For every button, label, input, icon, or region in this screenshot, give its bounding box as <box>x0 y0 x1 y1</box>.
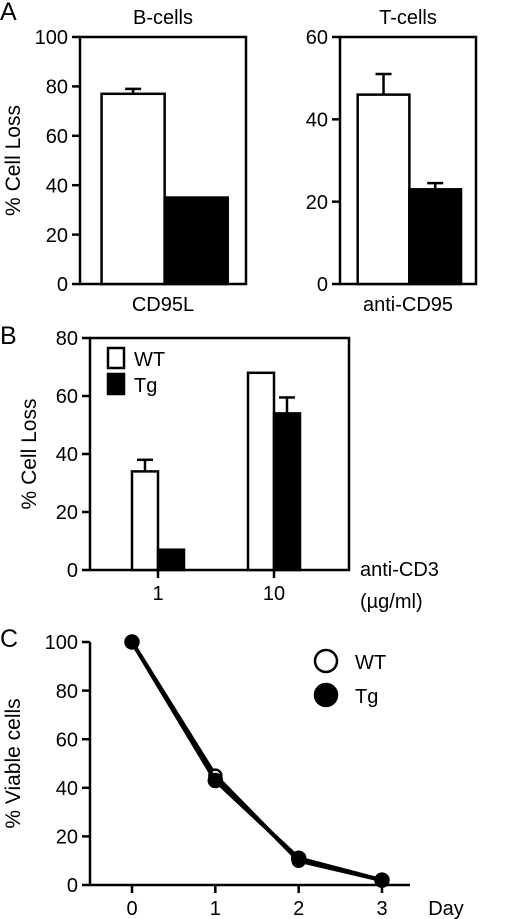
b-cells-ytick-label: 0 <box>57 274 68 296</box>
anti-cd3-ytick-label: 40 <box>56 444 78 466</box>
anti-cd3-legend-swatch <box>106 372 126 396</box>
anti-cd3-bar <box>156 548 186 572</box>
viability-data-point <box>374 872 390 888</box>
b-cells-title: B-cells <box>133 7 193 29</box>
viability-x-axis-label: Day <box>428 898 464 919</box>
b-cells-ytick-label: 80 <box>46 77 68 99</box>
b-cells-ytick-label: 60 <box>46 126 68 148</box>
b-cells-bar <box>163 196 229 286</box>
t-cells-x-axis-label: anti-CD95 <box>363 294 453 316</box>
anti-cd3-ytick-label: 60 <box>56 386 78 408</box>
b-cells-y-axis-label: % Cell Loss <box>2 105 25 216</box>
t-cells-bar <box>408 188 463 286</box>
t-cells-bar <box>356 93 411 286</box>
panel-letter-b: B <box>0 322 17 350</box>
t-cells-ytick-label: 0 <box>317 274 328 296</box>
anti-cd3-ytick-label: 0 <box>67 560 78 582</box>
chart-t-cells: 0 20 40 60 T-cells anti-CD95 <box>306 7 478 316</box>
anti-cd3-x-axis-label: anti-CD3 <box>360 559 439 581</box>
viability-xtick-label: 3 <box>376 898 387 919</box>
viability-legend-label: Tg <box>355 686 378 708</box>
anti-cd3-legend-label: WT <box>134 349 165 371</box>
viability-legend-label: WT <box>355 652 386 674</box>
anti-cd3-xtick-label: 10 <box>263 583 285 605</box>
anti-cd3-y-axis-label: % Cell Loss <box>18 399 41 510</box>
viability-ytick-label: 80 <box>56 681 78 703</box>
anti-cd3-ytick-label: 20 <box>56 502 78 524</box>
anti-cd3-plot-frame <box>88 336 351 572</box>
viability-series-line <box>130 640 383 883</box>
chart-anti-cd3: 0 20 40 60 80 1 10 anti-CD3 (µg/ml) % Cell Loss WT… <box>18 328 439 613</box>
panel-letter-c: C <box>0 625 18 653</box>
b-cells-ytick-label: 20 <box>46 225 68 247</box>
anti-cd3-xtick-label: 1 <box>152 583 163 605</box>
viability-series-line <box>130 640 383 883</box>
anti-cd3-bar <box>246 371 276 572</box>
viability-ytick-label: 40 <box>56 778 78 800</box>
viability-legend-marker <box>313 682 339 708</box>
t-cells-ytick-label: 20 <box>306 192 328 214</box>
anti-cd3-legend-swatch <box>106 346 126 370</box>
viability-y-axis-label: % Viable cells <box>2 698 25 828</box>
panel-letter-a: A <box>0 0 17 26</box>
viability-legend-marker <box>313 648 339 674</box>
anti-cd3-bar <box>272 412 302 572</box>
b-cells-ytick-label: 40 <box>46 175 68 197</box>
anti-cd3-ytick-label: 80 <box>56 328 78 350</box>
anti-cd3-legend-label: Tg <box>134 375 157 397</box>
viability-data-point <box>290 850 307 867</box>
viability-ytick-label: 0 <box>67 875 78 897</box>
viability-data-point <box>124 634 140 650</box>
viability-xtick-label: 1 <box>210 898 221 919</box>
chart-b-cells: 0 20 40 60 80 100 B-cells CD95L % Cell Loss <box>2 7 248 316</box>
chart-viability: 0 20 40 60 80 100 0 1 2 3 Day % Viable cells WT Tg <box>2 632 464 919</box>
b-cells-ytick-label: 100 <box>35 27 68 49</box>
viability-xtick-label: 2 <box>293 898 304 919</box>
t-cells-title: T-cells <box>379 7 437 29</box>
viability-xtick-label: 0 <box>126 898 137 919</box>
viability-ytick-label: 100 <box>45 632 78 654</box>
b-cells-x-axis-label: CD95L <box>132 294 194 316</box>
t-cells-ytick-label: 40 <box>306 110 328 132</box>
viability-data-point <box>207 772 224 789</box>
t-cells-ytick-label: 60 <box>306 27 328 49</box>
anti-cd3-bar <box>130 470 160 572</box>
viability-ytick-label: 20 <box>56 827 78 849</box>
viability-ytick-label: 60 <box>56 729 78 751</box>
anti-cd3-x-axis-unit: (µg/ml) <box>360 591 423 613</box>
b-cells-bar <box>100 92 166 286</box>
